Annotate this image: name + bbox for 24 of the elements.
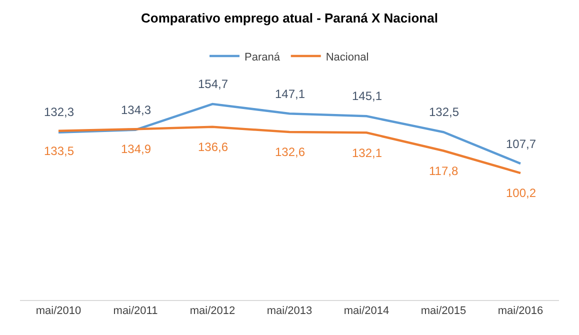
chart-title: Comparativo emprego atual - Paraná X Nacional [141,10,438,26]
x-tick-label: mai/2010 [36,305,82,318]
x-tick-label: mai/2015 [420,305,466,318]
x-tick-label: mai/2016 [498,305,544,318]
legend-label: Nacional [326,51,369,64]
data-label: 117,8 [429,164,458,178]
data-label: 107,7 [506,137,536,151]
data-label: 132,5 [429,105,460,119]
x-tick-label: mai/2011 [113,305,158,318]
data-label: 133,5 [44,144,74,158]
data-label: 154,7 [198,77,228,91]
data-label: 100,2 [506,186,536,200]
data-label: 132,3 [44,105,74,119]
data-label: 132,1 [352,146,382,160]
data-label: 134,9 [121,142,152,156]
data-label: 134,3 [121,103,152,117]
data-label: 147,1 [275,87,306,101]
x-tick-label: mai/2013 [266,305,312,318]
data-label: 145,1 [352,89,382,103]
data-label: 132,6 [275,145,306,159]
legend-label: Paraná [244,51,281,64]
x-tick-label: mai/2012 [190,305,236,318]
data-label: 136,6 [198,140,228,154]
x-tick-label: mai/2014 [344,305,390,318]
